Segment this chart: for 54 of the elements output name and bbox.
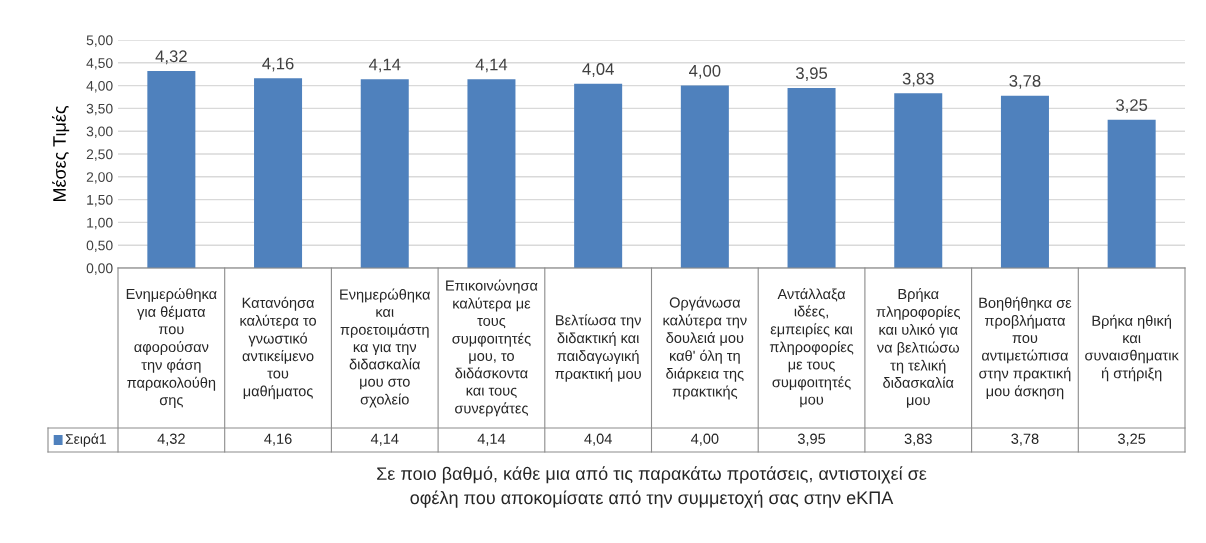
data-label: 4,04 (584, 433, 612, 446)
bar (360, 79, 409, 268)
data-label: 3,25 (1118, 433, 1146, 446)
y-tick-label: 2,00 (86, 172, 113, 184)
data-label: 4,16 (264, 433, 292, 446)
x-tick-label: Επικοινώνησα καλύτερα με τους συμφοιτητές μου, το διδάσκοντα και τους συνεργάτες (446, 279, 538, 417)
text: 3,78 (1009, 74, 1041, 89)
data-label: 3,78 (1011, 433, 1039, 446)
bar (680, 85, 729, 268)
text: 3,83 (902, 72, 934, 87)
bar (467, 79, 516, 268)
x-tick-label: Βρήκα ηθική και συναισθηματικ ή στήριξη (1085, 314, 1179, 382)
bar (574, 83, 623, 268)
legend-label: Σειρά1 (65, 433, 106, 447)
y-tick-label: 5,00 (86, 35, 113, 47)
x-tick-label: Ενημερώθηκα για θέματα που αφορούσαν την φάση παρακολούθη σης (126, 287, 217, 409)
text: 4,14 (368, 58, 401, 73)
x-axis-title: Σε ποιο βαθμό, κάθε μια από τις παρακάτω προτάσεις, αντιστοιχεί σε οφέλη που αποκομίσατε από την συμμετοχή σας στην eΚΠΑ (377, 466, 927, 508)
y-tick-label: 4,50 (86, 58, 113, 70)
y-tick-label: 3,50 (86, 103, 113, 116)
y-tick-label: 1,50 (87, 194, 113, 207)
text: 3,95 (795, 67, 828, 81)
bar (787, 87, 836, 268)
y-tick-label: 4,00 (86, 80, 113, 93)
x-tick-label: Ενημερώθηκα και προετοιμάστη κα για την διδασκαλία μου στο σχολείο (340, 288, 431, 408)
bar (894, 93, 943, 268)
y-tick-label: 1,00 (87, 217, 113, 230)
data-label: 3,83 (904, 433, 932, 446)
data-label: 4,14 (477, 433, 506, 446)
x-tick-label: Αντάλλαξα ιδέες, εμπειρίες και πληροφορίες με τους συμφοιτητές μου (769, 288, 854, 408)
y-axis-title: Μέσες Τιμές (52, 105, 70, 202)
y-tick-label: 2,50 (86, 149, 113, 161)
text: 4,00 (689, 64, 721, 79)
text: 3,25 (1116, 99, 1148, 113)
bar (147, 71, 196, 268)
bar (1000, 95, 1049, 268)
y-tick-label: 3,00 (86, 126, 113, 139)
x-tick-label: Βοηθήθηκα σε προβλήματα που αντιμετώπισα στην πρακτική μου άσκηση (979, 296, 1072, 400)
x-tick-label: Βρήκα πληροφορίες και υλικό για να βελτιώσω τη τελική διδασκαλία μου (876, 287, 961, 408)
bar (1107, 119, 1156, 268)
data-label: 4,14 (370, 433, 399, 446)
text: 4,04 (582, 63, 614, 77)
data-label: 4,00 (690, 433, 719, 446)
x-tick-label: Οργάνωσα καλύτερα την δουλειά μου καθ' όλη τη διάρκεια της πρακτικής (663, 296, 747, 400)
data-label: 3,95 (797, 433, 826, 446)
text: 4,32 (155, 50, 187, 65)
text: 4,14 (475, 58, 508, 73)
data-label: 4,32 (157, 433, 185, 446)
text: 4,16 (262, 57, 294, 72)
bar (254, 78, 303, 268)
x-tick-label: Κατανόησα καλύτερα το γνωστικό αντικείμενο του μαθήματος (240, 296, 317, 400)
x-tick-label: Βελτίωσα την διδακτική και παιδαγωγική πρακτική μου (555, 314, 641, 382)
y-tick-label: 0,50 (86, 240, 113, 253)
y-tick-label: 0,00 (86, 263, 113, 275)
